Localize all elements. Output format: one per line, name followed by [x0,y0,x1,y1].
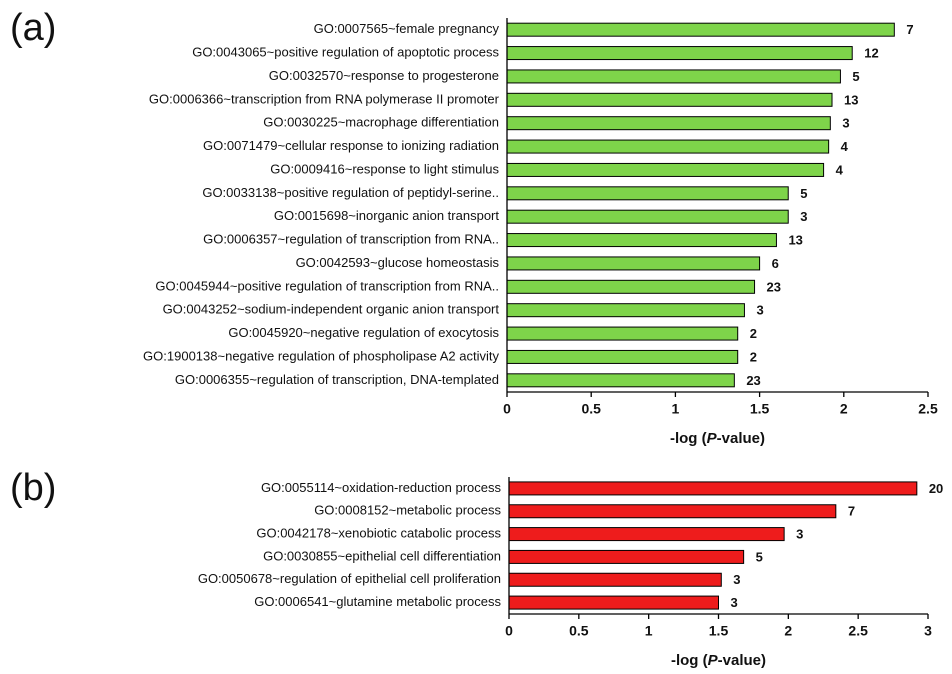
bar [508,572,722,587]
x-tick-label: 3 [924,623,932,639]
count-label: 23 [767,279,781,294]
category-label: GO:0007565~female pregnancy [314,21,500,36]
panel-label: (a) [10,7,56,49]
category-label: GO:0050678~regulation of epithelial cell… [198,571,501,586]
bar [506,373,735,388]
bar [506,349,739,364]
x-axis-label-part: -log ( [670,430,707,447]
bar [508,481,918,496]
count-label: 20 [929,481,943,496]
x-tick-label: 0 [505,623,513,639]
category-label: GO:0055114~oxidation-reduction process [261,480,502,495]
category-label: GO:1900138~negative regulation of phosph… [143,348,499,363]
count-label: 13 [788,233,802,248]
bar [508,504,837,519]
category-label: GO:0032570~response to progesterone [269,68,499,83]
bar [506,279,756,294]
x-axis-label: -log (P-value) [670,430,765,447]
x-tick-label: 1.5 [709,623,729,639]
bar [506,233,777,248]
count-label: 12 [864,46,878,61]
bar [506,303,745,318]
category-label: GO:0008152~metabolic process [314,503,501,518]
category-label: GO:0030225~macrophage differentiation [263,115,499,130]
category-label: GO:0006355~regulation of transcription, … [175,372,499,387]
count-label: 3 [842,116,849,131]
count-label: 3 [756,303,763,318]
category-label: GO:0042178~xenobiotic catabolic process [256,526,501,541]
bar [506,69,841,84]
bar [506,46,853,61]
bar [506,22,895,37]
bar [506,139,830,154]
count-label: 5 [800,186,807,201]
x-tick-label: 0 [503,401,511,417]
count-label: 3 [796,527,803,542]
count-label: 2 [750,349,757,364]
count-label: 13 [844,92,858,107]
category-label: GO:0045944~positive regulation of transc… [155,278,499,293]
x-tick-label: 1.5 [750,401,770,417]
count-label: 4 [836,162,844,177]
count-label: 7 [906,22,913,37]
category-label: GO:0071479~cellular response to ionizing… [203,138,499,153]
bar [506,162,825,177]
bar [506,186,789,201]
category-label: GO:0043252~sodium-independent organic an… [163,302,500,317]
category-label: GO:0042593~glucose homeostasis [296,255,500,270]
x-tick-label: 1 [645,623,653,639]
bar [506,92,833,107]
category-label: GO:0043065~positive regulation of apopto… [192,45,499,60]
category-label: GO:0015698~inorganic anion transport [274,208,500,223]
category-label: GO:0009416~response to light stimulus [270,161,499,176]
bar [508,527,785,542]
category-label: GO:0006366~transcription from RNA polyme… [149,91,500,106]
x-axis-label-part: -value) [718,652,766,669]
bar [506,256,761,271]
bar [508,595,719,610]
category-label: GO:0006541~glutamine metabolic process [254,594,501,609]
count-label: 3 [733,572,740,587]
bar [506,116,831,131]
count-label: 3 [800,209,807,224]
x-axis-label-part: -log ( [671,652,708,669]
panel-label: (b) [10,467,56,509]
x-tick-label: 0.5 [569,623,589,639]
x-tick-label: 1 [672,401,680,417]
count-label: 6 [772,256,779,271]
bar [506,209,789,224]
x-tick-label: 2 [840,401,848,417]
x-axis-label-part: -value) [717,430,765,447]
category-label: GO:0033138~positive regulation of peptid… [202,185,499,200]
x-axis-label-part: P [707,430,718,447]
category-label: GO:0030855~epithelial cell differentiati… [263,548,501,563]
count-label: 7 [848,504,855,519]
category-label: GO:0045920~negative regulation of exocyt… [228,325,499,340]
count-label: 5 [852,69,859,84]
count-label: 5 [756,549,763,564]
x-tick-label: 2.5 [918,401,938,417]
count-label: 2 [750,326,757,341]
count-label: 3 [731,595,738,610]
x-tick-label: 2.5 [848,623,868,639]
bar [508,549,745,564]
count-label: 23 [746,373,760,388]
bar [506,326,739,341]
x-tick-label: 0.5 [581,401,601,417]
category-label: GO:0006357~regulation of transcription f… [203,232,499,247]
count-label: 4 [841,139,849,154]
x-axis-label-part: P [708,652,719,669]
x-axis-label: -log (P-value) [671,652,766,669]
x-tick-label: 2 [784,623,792,639]
